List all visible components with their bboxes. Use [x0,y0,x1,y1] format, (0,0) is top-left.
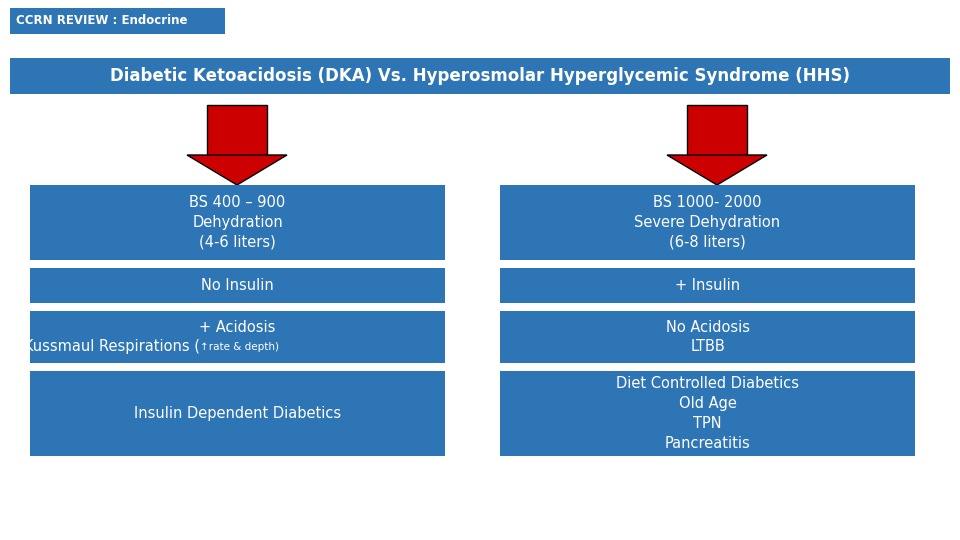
Polygon shape [667,155,767,185]
FancyBboxPatch shape [500,311,915,363]
Text: + Acidosis: + Acidosis [200,320,276,334]
FancyBboxPatch shape [30,371,445,456]
Text: Diet Controlled Diabetics
Old Age
TPN
Pancreatitis: Diet Controlled Diabetics Old Age TPN Pa… [616,376,799,451]
FancyBboxPatch shape [10,58,950,94]
Polygon shape [207,105,267,155]
Text: Diabetic Ketoacidosis (DKA) Vs. Hyperosmolar Hyperglycemic Syndrome (HHS): Diabetic Ketoacidosis (DKA) Vs. Hyperosm… [110,67,850,85]
FancyBboxPatch shape [30,268,445,303]
Polygon shape [687,105,747,155]
Text: Insulin Dependent Diabetics: Insulin Dependent Diabetics [134,406,341,421]
FancyBboxPatch shape [30,311,445,363]
Text: Kussmaul Respirations (: Kussmaul Respirations ( [23,340,200,354]
FancyBboxPatch shape [10,8,225,34]
Text: No Acidosis
LTBB: No Acidosis LTBB [665,320,750,354]
Text: No Insulin: No Insulin [202,278,274,293]
FancyBboxPatch shape [500,268,915,303]
Text: BS 1000- 2000
Severe Dehydration
(6-8 liters): BS 1000- 2000 Severe Dehydration (6-8 li… [635,195,780,250]
FancyBboxPatch shape [500,371,915,456]
Text: + Insulin: + Insulin [675,278,740,293]
FancyBboxPatch shape [500,185,915,260]
Text: BS 400 – 900
Dehydration
(4-6 liters): BS 400 – 900 Dehydration (4-6 liters) [189,195,286,250]
Polygon shape [187,155,287,185]
FancyBboxPatch shape [30,185,445,260]
Text: ↑rate & depth): ↑rate & depth) [200,342,278,352]
Text: CCRN REVIEW : Endocrine: CCRN REVIEW : Endocrine [16,15,187,28]
